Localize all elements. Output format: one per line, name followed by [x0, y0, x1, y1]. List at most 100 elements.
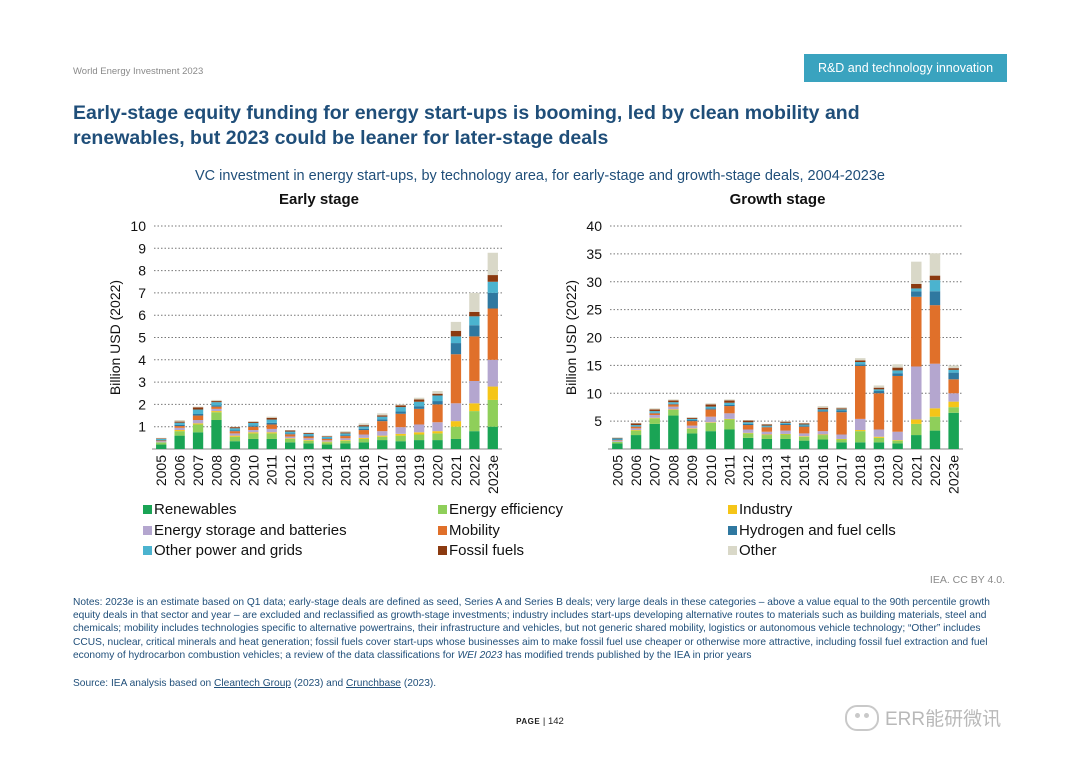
- x-tick-label: 2013: [301, 455, 317, 486]
- bar-segment: [686, 425, 698, 429]
- legend-swatch: [143, 526, 152, 535]
- legend-label: Other power and grids: [154, 542, 302, 559]
- y-tick-label: 4: [138, 352, 146, 368]
- figure-subtitle: VC investment in energy start-ups, by te…: [195, 168, 885, 184]
- bar-segment: [836, 438, 847, 440]
- bar-segment: [321, 436, 333, 437]
- bar-segment: [487, 281, 498, 293]
- bar-segment: [892, 431, 903, 441]
- bar-segment: [911, 423, 922, 436]
- bar-segment: [668, 409, 679, 410]
- bar-segment: [948, 369, 959, 373]
- bar-segment: [303, 438, 314, 441]
- bar-segment: [248, 425, 259, 427]
- bar-segment: [487, 275, 498, 282]
- bar-segment: [303, 443, 314, 449]
- bar-segment: [340, 435, 351, 437]
- bar-segment: [229, 431, 241, 434]
- bar-segment: [612, 439, 623, 441]
- bar-segment: [321, 438, 333, 441]
- bar-segment: [248, 433, 259, 439]
- legend-label: Other: [739, 542, 777, 559]
- bar-segment: [836, 409, 847, 411]
- bar-segment: [285, 442, 296, 449]
- y-tick-label: 7: [138, 285, 146, 301]
- bar-segment: [395, 435, 406, 442]
- bar-segment: [761, 434, 773, 436]
- bar-segment: [340, 440, 351, 441]
- bar-segment: [798, 423, 810, 425]
- figure-source: Source: IEA analysis based on Cleantech …: [73, 678, 436, 689]
- bar-segment: [929, 416, 941, 431]
- section-badge[interactable]: R&D and technology innovation: [804, 54, 1007, 82]
- bar-segment: [248, 426, 259, 431]
- bar-segment: [855, 365, 866, 419]
- x-tick-label: 2018: [393, 455, 409, 486]
- bar-segment: [761, 424, 773, 426]
- bar-segment: [156, 444, 167, 449]
- bar-segment: [873, 437, 885, 443]
- bar-segment: [192, 432, 204, 449]
- bar-segment: [649, 418, 660, 424]
- bar-segment: [817, 411, 829, 432]
- bar-segment: [487, 426, 498, 449]
- bar-segment: [761, 435, 773, 439]
- bar-segment: [649, 417, 660, 419]
- bar-segment: [855, 364, 866, 366]
- bar-segment: [285, 438, 296, 439]
- bar-segment: [321, 436, 333, 439]
- bar-segment: [761, 425, 773, 427]
- x-tick-label: 2010: [245, 455, 261, 486]
- bar-segment: [817, 431, 829, 435]
- bar-segment: [211, 411, 222, 413]
- bar-segment: [174, 424, 185, 427]
- bar-segment: [798, 440, 810, 449]
- bar-segment: [285, 438, 296, 443]
- bar-segment: [321, 444, 333, 449]
- bar-segment: [742, 429, 754, 433]
- bar-segment: [630, 426, 642, 427]
- x-tick-label: 2019: [411, 455, 427, 486]
- bar-segment: [487, 399, 498, 427]
- bar-segment: [229, 433, 241, 436]
- chart-title: Growth stage: [730, 191, 826, 208]
- bar-segment: [303, 440, 314, 441]
- bar-segment: [469, 316, 480, 326]
- bar-segment: [413, 401, 425, 407]
- bar-segment: [192, 415, 204, 421]
- y-tick-label: 2: [138, 396, 146, 412]
- bar-segment: [668, 404, 679, 407]
- x-tick-label: 2011: [264, 455, 280, 485]
- bar-segment: [798, 436, 810, 437]
- legend-label: Fossil fuels: [449, 542, 524, 559]
- bar-segment: [450, 426, 462, 439]
- bar-segment: [817, 407, 829, 410]
- bar-segment: [413, 424, 425, 433]
- y-axis-label: Billion USD (2022): [107, 280, 123, 395]
- bar-segment: [413, 399, 425, 402]
- bar-segment: [450, 343, 462, 355]
- bar-segment: [705, 403, 716, 405]
- bar-segment: [413, 432, 425, 435]
- bar-segment: [649, 409, 660, 412]
- bar-segment: [798, 424, 810, 426]
- bar-segment: [668, 409, 679, 416]
- bar-segment: [303, 436, 314, 439]
- bar-segment: [724, 418, 735, 420]
- bar-segment: [705, 409, 716, 417]
- license-credit: IEA. CC BY 4.0.: [929, 574, 1005, 586]
- bar-segment: [630, 426, 642, 429]
- bar-segment: [761, 423, 773, 425]
- bar-segment: [413, 440, 425, 449]
- crunchbase-link[interactable]: Crunchbase: [346, 678, 401, 689]
- bar-segment: [450, 321, 462, 331]
- x-tick-label: 2021: [448, 455, 464, 486]
- x-tick-label: 2019: [871, 455, 887, 486]
- cleantech-link[interactable]: Cleantech Group: [214, 678, 292, 689]
- bar-segment: [340, 438, 351, 441]
- bar-segment: [742, 433, 754, 438]
- bar-segment: [780, 423, 791, 426]
- bar-segment: [469, 311, 480, 317]
- bar-segment: [612, 438, 623, 440]
- y-tick-label: 8: [138, 263, 146, 279]
